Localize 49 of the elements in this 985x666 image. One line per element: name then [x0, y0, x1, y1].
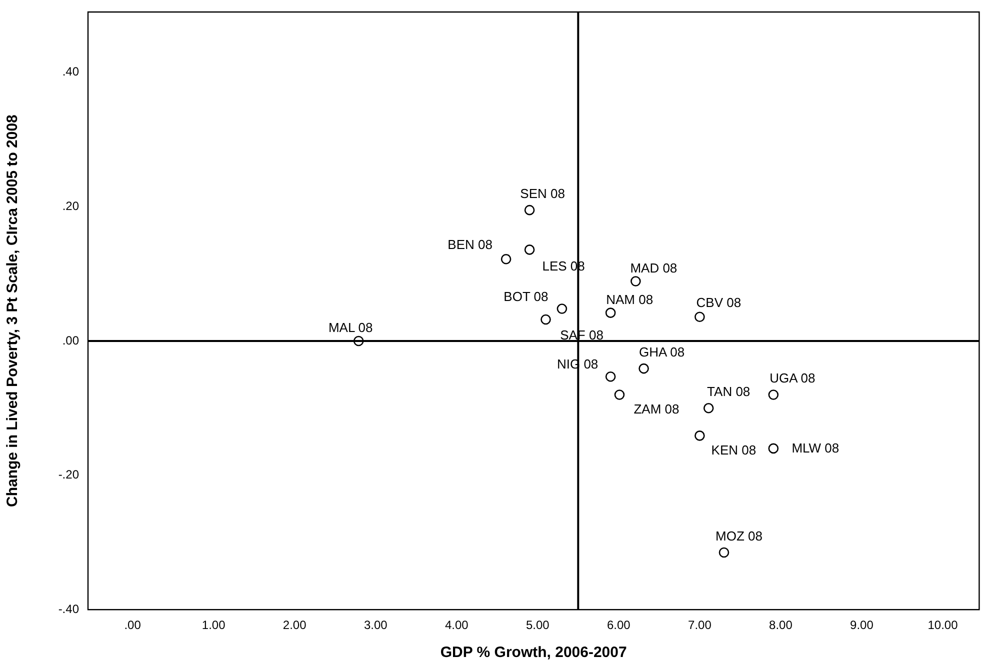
point — [605, 371, 616, 382]
x-tick-label: 3.00 — [364, 618, 388, 632]
annotation: BEN 08 — [448, 237, 492, 252]
point — [524, 244, 535, 255]
x-tick-label: 1.00 — [202, 618, 226, 632]
annotation: GHA 08 — [639, 344, 685, 360]
y-tick-label: .00 — [62, 333, 80, 348]
point — [694, 312, 705, 322]
point — [694, 430, 705, 441]
annotation: CBV 08 — [696, 294, 742, 310]
annotation: TAN 08 — [707, 384, 750, 400]
point — [353, 336, 364, 346]
point — [718, 547, 730, 558]
y-axis-title: Change in Lived Poverty, 3 Pt Scale, CIrca 2005 to 2008 — [4, 114, 22, 508]
x-tick-label: 6.00 — [606, 618, 631, 632]
point — [768, 443, 779, 454]
annotation: ZAM 08 — [634, 402, 680, 417]
annotation: BOT 08 — [504, 288, 548, 304]
y-tick-label: -.40 — [58, 602, 80, 616]
annotation: MOZ 08 — [716, 528, 762, 544]
x-tick-label: .00 — [124, 618, 142, 632]
x-tick-label: 5.00 — [526, 618, 550, 632]
annotation: NAM 08 — [606, 292, 654, 307]
annotation: KEN 08 — [711, 442, 756, 458]
point — [630, 276, 641, 286]
x-tick-label: 2.00 — [282, 618, 307, 632]
point — [614, 390, 625, 400]
x-tick-label: 4.00 — [444, 618, 469, 632]
point — [556, 304, 568, 314]
y-tick-label: .40 — [62, 64, 80, 79]
point — [703, 403, 714, 414]
point — [500, 254, 512, 264]
x-tick-label: 7.00 — [688, 618, 712, 632]
annotation: SEN 08 — [520, 186, 565, 202]
x-axis-title: GDP % Growth, 2006-2007 — [440, 644, 627, 662]
x-tick-label: 8.00 — [769, 618, 793, 632]
y-tick-label: -.20 — [58, 468, 80, 482]
x-tick-label: 9.00 — [850, 618, 874, 632]
annotation: UGA 08 — [770, 370, 816, 386]
annotation: MLW 08 — [792, 440, 840, 456]
point — [540, 314, 551, 325]
point — [768, 390, 779, 400]
annotation: MAD 08 — [630, 260, 678, 276]
point — [524, 204, 535, 216]
y-tick-label: .20 — [62, 199, 80, 214]
point — [638, 363, 649, 374]
x-tick-label: 10.00 — [928, 618, 958, 632]
annotation: MAL 08 — [328, 320, 373, 336]
point — [605, 308, 616, 318]
